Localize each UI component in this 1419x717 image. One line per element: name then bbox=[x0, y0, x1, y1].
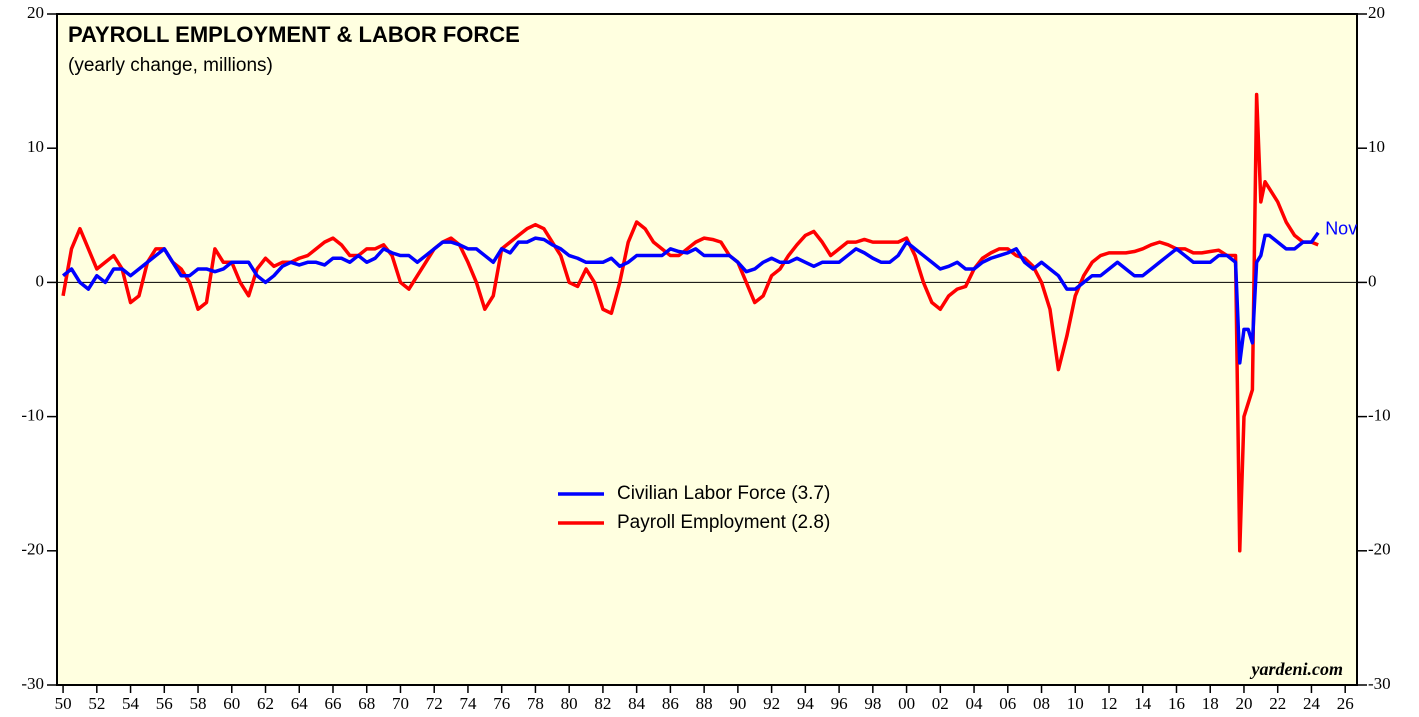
x-tick-label: 94 bbox=[797, 694, 815, 713]
x-tick-label: 60 bbox=[223, 694, 240, 713]
x-tick-label: 78 bbox=[527, 694, 544, 713]
y-tick-label: -10 bbox=[21, 406, 44, 425]
x-tick-label: 70 bbox=[392, 694, 409, 713]
plot-frame bbox=[56, 13, 1358, 686]
x-tick-label: 24 bbox=[1303, 694, 1321, 713]
x-tick-label: 58 bbox=[190, 694, 207, 713]
x-tick-label: 54 bbox=[122, 694, 140, 713]
x-tick-label: 98 bbox=[864, 694, 881, 713]
y2-tick-label: -30 bbox=[1368, 674, 1391, 693]
y2-tick-label: 10 bbox=[1368, 137, 1385, 156]
x-tick-label: 26 bbox=[1337, 694, 1354, 713]
x-tick-label: 04 bbox=[966, 694, 984, 713]
x-tick-label: 86 bbox=[662, 694, 679, 713]
source-label: yardeni.com bbox=[1250, 659, 1344, 679]
y-tick-label: -30 bbox=[21, 674, 44, 693]
chart-subtitle: (yearly change, millions) bbox=[68, 55, 273, 76]
y-tick-label: 10 bbox=[27, 137, 44, 156]
x-tick-label: 90 bbox=[729, 694, 746, 713]
legend-label: Payroll Employment (2.8) bbox=[617, 512, 830, 533]
x-tick-label: 02 bbox=[932, 694, 949, 713]
x-tick-label: 08 bbox=[1033, 694, 1050, 713]
y-tick-label: -20 bbox=[21, 540, 44, 559]
x-tick-label: 12 bbox=[1101, 694, 1118, 713]
legend: Civilian Labor Force (3.7) Payroll Employ… bbox=[558, 483, 830, 533]
x-tick-label: 22 bbox=[1269, 694, 1286, 713]
end-label: Nov bbox=[1325, 218, 1357, 238]
x-tick-label: 50 bbox=[55, 694, 72, 713]
x-tick-label: 82 bbox=[594, 694, 611, 713]
x-tick-label: 18 bbox=[1202, 694, 1219, 713]
x-tick-label: 14 bbox=[1134, 694, 1152, 713]
x-tick-label: 56 bbox=[156, 694, 173, 713]
y-tick-label: 0 bbox=[36, 271, 45, 290]
x-tick-label: 06 bbox=[999, 694, 1016, 713]
x-tick-label: 66 bbox=[324, 694, 341, 713]
x-tick-label: 16 bbox=[1168, 694, 1185, 713]
x-tick-label: 10 bbox=[1067, 694, 1084, 713]
legend-label: Civilian Labor Force (3.7) bbox=[617, 483, 830, 504]
y2-tick-label: 0 bbox=[1368, 271, 1377, 290]
y2-tick-label: 20 bbox=[1368, 3, 1385, 22]
x-tick-label: 88 bbox=[696, 694, 713, 713]
plot-area bbox=[57, 14, 1357, 685]
y2-tick-label: -10 bbox=[1368, 406, 1391, 425]
x-tick-label: 76 bbox=[493, 694, 510, 713]
x-tick-label: 20 bbox=[1235, 694, 1252, 713]
y-tick-label: 20 bbox=[27, 3, 44, 22]
series-line bbox=[61, 92, 1319, 553]
chart-title: PAYROLL EMPLOYMENT & LABOR FORCE bbox=[68, 22, 520, 47]
x-tick-label: 96 bbox=[831, 694, 848, 713]
marks bbox=[57, 92, 1357, 553]
x-tick-label: 72 bbox=[426, 694, 443, 713]
x-tick-label: 64 bbox=[291, 694, 309, 713]
x-tick-label: 62 bbox=[257, 694, 274, 713]
x-tick-label: 74 bbox=[459, 694, 477, 713]
x-tick-label: 68 bbox=[358, 694, 375, 713]
series-line bbox=[61, 231, 1320, 365]
x-tick-label: 80 bbox=[561, 694, 578, 713]
x-tick-label: 84 bbox=[628, 694, 646, 713]
x-tick-label: 00 bbox=[898, 694, 915, 713]
x-tick-label: 92 bbox=[763, 694, 780, 713]
y2-tick-label: -20 bbox=[1368, 540, 1391, 559]
x-tick-label: 52 bbox=[88, 694, 105, 713]
